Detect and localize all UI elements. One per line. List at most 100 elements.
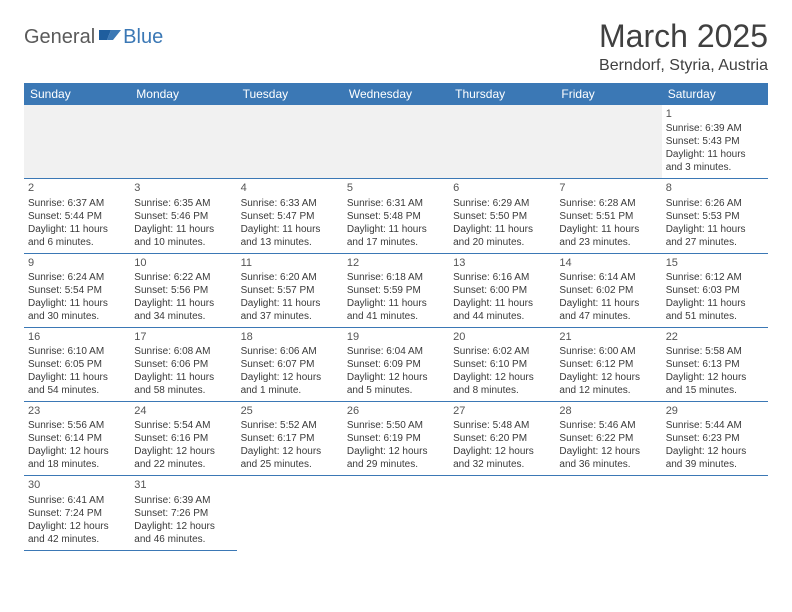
calendar-day-cell: 3Sunrise: 6:35 AMSunset: 5:46 PMDaylight… [130, 179, 236, 253]
sunset-text: Sunset: 5:57 PM [241, 284, 339, 297]
weekday-header: Thursday [449, 83, 555, 105]
calendar-week-row: 2Sunrise: 6:37 AMSunset: 5:44 PMDaylight… [24, 179, 768, 253]
daylight-text: and 18 minutes. [28, 458, 126, 471]
daylight-text: and 8 minutes. [453, 384, 551, 397]
calendar-empty-cell [449, 476, 555, 550]
calendar-day-cell: 4Sunrise: 6:33 AMSunset: 5:47 PMDaylight… [237, 179, 343, 253]
sunset-text: Sunset: 6:23 PM [666, 432, 764, 445]
day-number: 4 [241, 181, 339, 195]
calendar-empty-cell [130, 105, 236, 179]
calendar-day-cell: 2Sunrise: 6:37 AMSunset: 5:44 PMDaylight… [24, 179, 130, 253]
daylight-text: Daylight: 12 hours [347, 371, 445, 384]
calendar-empty-cell [237, 476, 343, 550]
daylight-text: Daylight: 11 hours [666, 148, 764, 161]
month-title: March 2025 [599, 18, 768, 55]
daylight-text: and 58 minutes. [134, 384, 232, 397]
calendar-day-cell: 21Sunrise: 6:00 AMSunset: 6:12 PMDayligh… [555, 327, 661, 401]
sunrise-text: Sunrise: 5:56 AM [28, 419, 126, 432]
sunrise-text: Sunrise: 6:10 AM [28, 345, 126, 358]
daylight-text: Daylight: 11 hours [347, 223, 445, 236]
calendar-day-cell: 13Sunrise: 6:16 AMSunset: 6:00 PMDayligh… [449, 253, 555, 327]
calendar-empty-cell [237, 105, 343, 179]
sunrise-text: Sunrise: 6:29 AM [453, 197, 551, 210]
sunset-text: Sunset: 6:17 PM [241, 432, 339, 445]
calendar-day-cell: 30 Sunrise: 6:41 AMSunset: 7:24 PMDayligh… [24, 476, 130, 550]
daylight-text: and 17 minutes. [347, 236, 445, 249]
sunset-text: Sunset: 5:47 PM [241, 210, 339, 223]
sunset-text: Sunset: 7:26 PM [134, 507, 232, 520]
daylight-text: and 51 minutes. [666, 310, 764, 323]
calendar-week-row: 16Sunrise: 6:10 AMSunset: 6:05 PMDayligh… [24, 327, 768, 401]
daylight-text: Daylight: 11 hours [28, 223, 126, 236]
calendar-day-cell: 20Sunrise: 6:02 AMSunset: 6:10 PMDayligh… [449, 327, 555, 401]
calendar-week-row: 9Sunrise: 6:24 AMSunset: 5:54 PMDaylight… [24, 253, 768, 327]
calendar-day-cell: 28Sunrise: 5:46 AMSunset: 6:22 PMDayligh… [555, 402, 661, 476]
sunrise-text: Sunrise: 6:39 AM [134, 494, 232, 507]
sunset-text: Sunset: 7:24 PM [28, 507, 126, 520]
weekday-header: Monday [130, 83, 236, 105]
daylight-text: Daylight: 12 hours [559, 371, 657, 384]
sunrise-text: Sunrise: 5:52 AM [241, 419, 339, 432]
daylight-text: Daylight: 11 hours [666, 297, 764, 310]
sunrise-text: Sunrise: 6:14 AM [559, 271, 657, 284]
calendar-day-cell: 24Sunrise: 5:54 AMSunset: 6:16 PMDayligh… [130, 402, 236, 476]
daylight-text: Daylight: 11 hours [28, 297, 126, 310]
day-number: 29 [666, 404, 764, 418]
daylight-text: and 1 minute. [241, 384, 339, 397]
sunset-text: Sunset: 6:12 PM [559, 358, 657, 371]
calendar-day-cell: 7Sunrise: 6:28 AMSunset: 5:51 PMDaylight… [555, 179, 661, 253]
day-number: 21 [559, 330, 657, 344]
sunrise-text: Sunrise: 5:48 AM [453, 419, 551, 432]
calendar-day-cell: 11Sunrise: 6:20 AMSunset: 5:57 PMDayligh… [237, 253, 343, 327]
sunrise-text: Sunrise: 6:22 AM [134, 271, 232, 284]
daylight-text: Daylight: 12 hours [28, 520, 126, 533]
sunset-text: Sunset: 5:43 PM [666, 135, 764, 148]
daylight-text: Daylight: 11 hours [559, 223, 657, 236]
daylight-text: Daylight: 11 hours [28, 371, 126, 384]
daylight-text: and 30 minutes. [28, 310, 126, 323]
daylight-text: Daylight: 11 hours [453, 297, 551, 310]
daylight-text: Daylight: 12 hours [666, 445, 764, 458]
day-number: 14 [559, 256, 657, 270]
sunset-text: Sunset: 5:53 PM [666, 210, 764, 223]
logo: General Blue [24, 18, 163, 49]
calendar-day-cell: 19Sunrise: 6:04 AMSunset: 6:09 PMDayligh… [343, 327, 449, 401]
sunrise-text: Sunrise: 5:50 AM [347, 419, 445, 432]
calendar-day-cell: 10Sunrise: 6:22 AMSunset: 5:56 PMDayligh… [130, 253, 236, 327]
calendar-day-cell: 16Sunrise: 6:10 AMSunset: 6:05 PMDayligh… [24, 327, 130, 401]
sunset-text: Sunset: 6:13 PM [666, 358, 764, 371]
daylight-text: and 42 minutes. [28, 533, 126, 546]
sunrise-text: Sunrise: 6:02 AM [453, 345, 551, 358]
sunrise-text: Sunrise: 5:44 AM [666, 419, 764, 432]
calendar-day-cell: 5Sunrise: 6:31 AMSunset: 5:48 PMDaylight… [343, 179, 449, 253]
weekday-header: Sunday [24, 83, 130, 105]
sunset-text: Sunset: 6:16 PM [134, 432, 232, 445]
weekday-header: Saturday [662, 83, 768, 105]
calendar-day-cell: 31Sunrise: 6:39 AMSunset: 7:26 PMDayligh… [130, 476, 236, 550]
sunrise-text: Sunrise: 6:04 AM [347, 345, 445, 358]
day-number: 5 [347, 181, 445, 195]
day-number: 27 [453, 404, 551, 418]
calendar-empty-cell [343, 476, 449, 550]
calendar-empty-cell [555, 476, 661, 550]
day-number: 18 [241, 330, 339, 344]
weekday-header: Friday [555, 83, 661, 105]
day-number: 7 [559, 181, 657, 195]
day-number: 30 [28, 478, 126, 492]
daylight-text: Daylight: 11 hours [453, 223, 551, 236]
sunrise-text: Sunrise: 6:06 AM [241, 345, 339, 358]
sunset-text: Sunset: 5:46 PM [134, 210, 232, 223]
sunrise-text: Sunrise: 6:41 AM [28, 494, 126, 507]
daylight-text: and 54 minutes. [28, 384, 126, 397]
calendar-day-cell: 17Sunrise: 6:08 AMSunset: 6:06 PMDayligh… [130, 327, 236, 401]
sunset-text: Sunset: 5:59 PM [347, 284, 445, 297]
sunrise-text: Sunrise: 6:37 AM [28, 197, 126, 210]
daylight-text: Daylight: 11 hours [559, 297, 657, 310]
daylight-text: Daylight: 11 hours [666, 223, 764, 236]
calendar-day-cell: 22Sunrise: 5:58 AMSunset: 6:13 PMDayligh… [662, 327, 768, 401]
weekday-header: Wednesday [343, 83, 449, 105]
day-number: 15 [666, 256, 764, 270]
daylight-text: and 13 minutes. [241, 236, 339, 249]
daylight-text: and 37 minutes. [241, 310, 339, 323]
day-number: 22 [666, 330, 764, 344]
